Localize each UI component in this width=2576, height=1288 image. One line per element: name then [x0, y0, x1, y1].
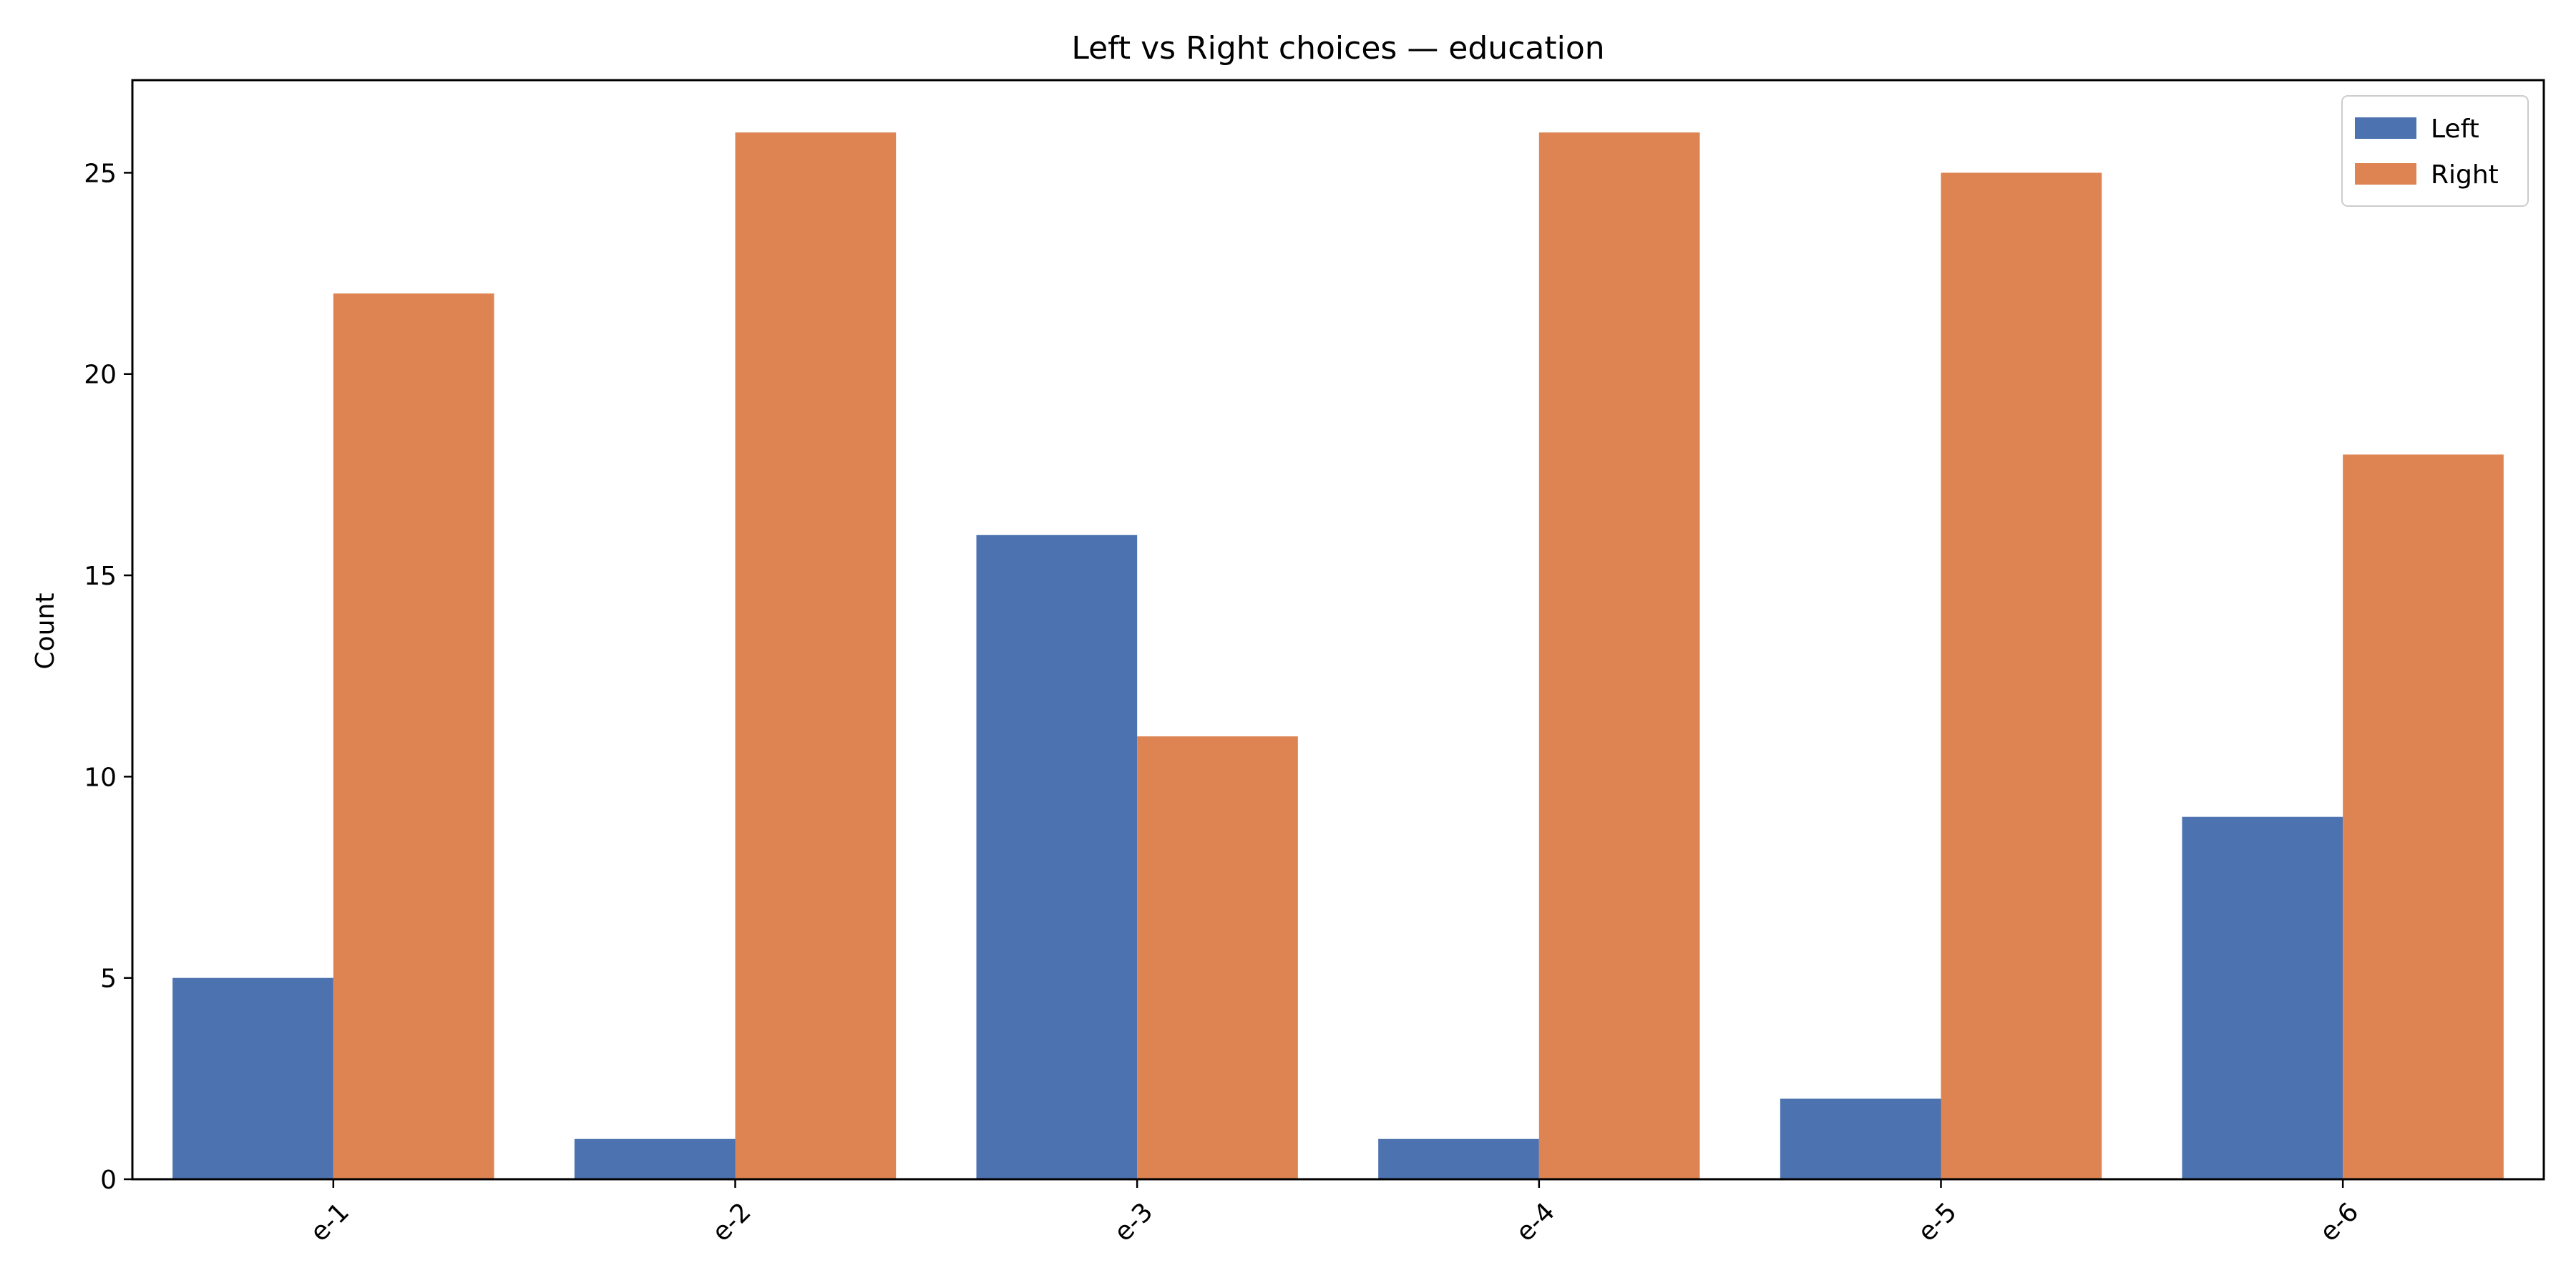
y-tick-label: 15 — [84, 562, 117, 591]
bar-left-e-5 — [1780, 1098, 1941, 1179]
bar-right-e-6 — [2343, 454, 2504, 1179]
legend: Left Right — [2341, 95, 2529, 207]
x-tick-label-e-4: e-4 — [1511, 1197, 1561, 1247]
bars-layer — [172, 132, 2504, 1180]
bar-left-e-3 — [976, 535, 1138, 1179]
legend-swatch-left — [2355, 117, 2416, 139]
bar-right-e-2 — [735, 132, 897, 1180]
bar-right-e-3 — [1137, 736, 1298, 1179]
y-axis-label: Count — [31, 593, 60, 670]
bar-right-e-5 — [1941, 172, 2102, 1179]
plot-frame — [131, 79, 2545, 1181]
x-axis-ticks: e-1 e-2 e-3 e-4 e-5 e-6 — [305, 1179, 2364, 1247]
bar-left-e-2 — [574, 1138, 736, 1179]
x-tick-label-e-2: e-2 — [707, 1197, 757, 1247]
bar-left-e-4 — [1378, 1138, 1539, 1179]
y-tick-label: 25 — [84, 159, 117, 188]
y-tick-label: 5 — [100, 965, 117, 994]
bar-left-e-6 — [2182, 816, 2343, 1179]
y-tick-label: 20 — [84, 361, 117, 390]
y-tick-label: 0 — [100, 1166, 117, 1195]
legend-label-right: Right — [2431, 160, 2499, 190]
bar-left-e-1 — [172, 977, 333, 1179]
bar-right-e-1 — [333, 293, 494, 1180]
x-tick-label-e-3: e-3 — [1108, 1197, 1158, 1247]
x-tick-label-e-6: e-6 — [2314, 1197, 2364, 1247]
y-axis-ticks: 0 5 10 15 20 25 — [84, 159, 132, 1195]
x-tick-label-e-5: e-5 — [1913, 1197, 1963, 1247]
bar-right-e-4 — [1538, 132, 1700, 1180]
chart-title: Left vs Right choices — education — [1071, 30, 1604, 67]
legend-label-left: Left — [2431, 114, 2479, 144]
y-tick-label: 10 — [84, 763, 117, 792]
legend-swatch-right — [2355, 163, 2416, 185]
x-tick-label-e-1: e-1 — [305, 1197, 355, 1247]
